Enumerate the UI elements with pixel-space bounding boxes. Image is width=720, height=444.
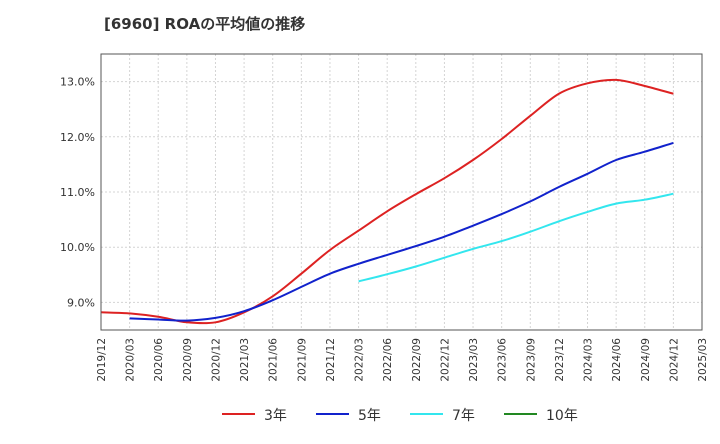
x-tick-label: 2021/09 [296,338,308,382]
y-axis-ticks: 9.0% 10.0% 11.0% 12.0% 13.0% [60,76,95,310]
y-tick-label: 10.0% [60,241,95,254]
series-lines [100,78,674,325]
x-tick-label: 2021/06 [268,338,280,382]
grid-lines [100,54,703,330]
x-tick-label: 2020/06 [153,338,165,382]
x-axis-ticks: 2019/12 2020/03 2020/06 2020/09 2020/12 2021/… [96,338,709,382]
y-tick-label: 13.0% [60,76,95,89]
series-line-1 [129,141,674,322]
x-tick-label: 2022/03 [354,338,366,382]
y-tick-label: 9.0% [67,296,95,309]
x-tick-label: 2022/09 [411,338,423,382]
x-tick-label: 2019/12 [96,338,108,382]
x-tick-label: 2021/12 [325,338,337,382]
legend-label: 3年 [264,408,287,424]
legend: 3年 5年 7年 10年 [222,408,578,424]
legend-label: 5年 [358,408,381,424]
series-line-2 [358,192,674,283]
y-tick-label: 12.0% [60,131,95,144]
x-tick-label: 2024/09 [640,338,652,382]
x-tick-label: 2024/12 [668,338,680,382]
y-tick-label: 11.0% [60,186,95,199]
x-tick-label: 2023/09 [525,338,537,382]
x-tick-label: 2023/06 [497,338,509,382]
x-tick-label: 2025/03 [697,338,709,382]
x-tick-label: 2020/09 [182,338,194,382]
x-tick-label: 2022/12 [439,338,451,382]
plot-frame [100,53,703,331]
x-tick-label: 2024/03 [583,338,595,382]
x-tick-label: 2020/12 [210,338,222,382]
x-tick-label: 2023/12 [554,338,566,382]
series-line-0 [100,78,674,325]
x-tick-label: 2021/03 [239,338,251,382]
legend-label: 10年 [546,408,578,424]
legend-label: 7年 [452,408,475,424]
x-tick-label: 2022/06 [382,338,394,382]
x-tick-label: 2024/06 [611,338,623,382]
x-tick-label: 2020/03 [125,338,137,382]
chart-title: [6960] ROAの平均値の推移 [104,15,306,33]
x-tick-label: 2023/03 [468,338,480,382]
